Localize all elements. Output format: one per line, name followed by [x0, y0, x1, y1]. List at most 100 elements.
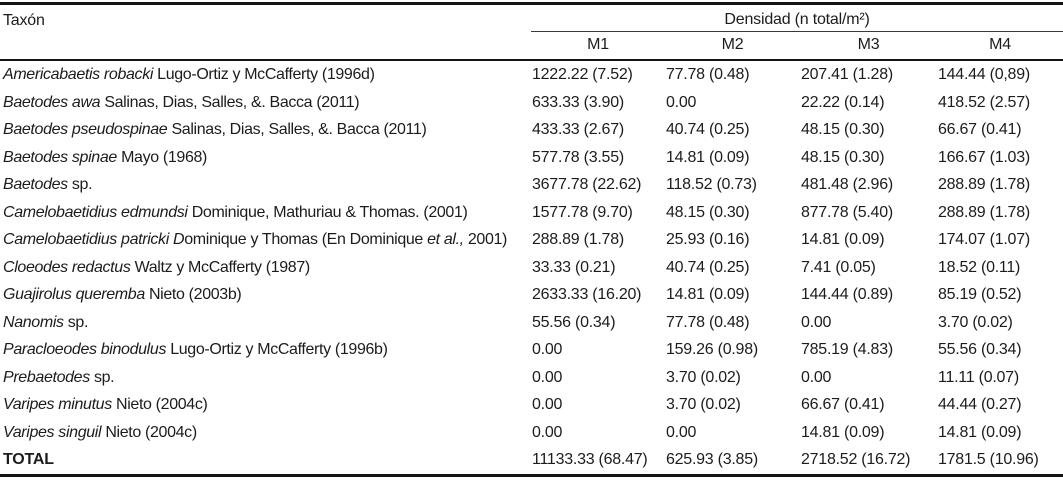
table-row: Camelobaetidius patricki Dominique y Tho… [0, 226, 1063, 254]
taxon-name-roman: sp. [89, 368, 115, 386]
taxon-name-roman: sp. [67, 176, 93, 193]
density-value: 288.89 (1.78) [938, 203, 1030, 221]
density-value: 174.07 (1.07) [938, 231, 1030, 248]
column-group-header-density: Densidad (n total/m²) [531, 3, 1063, 32]
density-value: 25.93 (0.16) [666, 231, 750, 248]
table-row: Varipes singuil Nieto (2004c) 0.00 0.00 14.… [0, 419, 1063, 447]
taxon-cell: Camelobaetidius edmundsi Dominique, Math… [0, 199, 531, 227]
taxon-name-italic: Camelobaetidius patricki D [3, 231, 185, 248]
density-value: 877.78 (5.40) [801, 203, 893, 221]
density-value: 166.67 (1.03) [938, 148, 1030, 166]
column-header-m1: M1 [531, 31, 665, 61]
table-row: Baetodes sp. 3677.78 (22.62) 118.52 (0.73)… [0, 171, 1063, 199]
total-row: TOTAL 11133.33 (68.47) 625.93 (3.85) 2718.5… [0, 446, 1063, 475]
taxon-cell: Paracloeodes binodulus Lugo-Ortiz y McCa… [0, 336, 531, 364]
taxon-cell: Baetodes awa Salinas, Dias, Salles, &. B… [0, 89, 531, 117]
taxon-name-roman: 2001) [463, 231, 508, 248]
taxon-name-roman: Nieto (2004c) [101, 423, 197, 441]
density-value: 66.67 (0.41) [938, 121, 1022, 138]
density-value: 3.70 (0.02) [666, 368, 741, 386]
density-value: 1577.78 (9.70) [532, 203, 633, 221]
density-value: 48.15 (0.30) [801, 121, 885, 138]
taxon-cell: Prebaetodes sp. [0, 364, 531, 392]
density-value: 144.44 (0,89) [938, 66, 1030, 83]
density-value: 159.26 (0.98) [666, 341, 758, 358]
taxon-name-roman: Salinas, Dias, Salles, &. Bacca (2011) [167, 121, 427, 138]
density-value: 577.78 (3.55) [532, 148, 624, 166]
density-value: 0.00 [801, 313, 832, 331]
taxon-name-italic: Prebaetodes [3, 368, 90, 386]
table-row: Cloeodes redactus Waltz y McCafferty (19… [0, 254, 1063, 282]
density-value: 2718.52 (16.72) [801, 451, 911, 468]
density-value: 33.33 (0.21) [532, 258, 616, 276]
density-value: 55.56 (0.34) [532, 313, 616, 331]
density-value: 7.41 (0.05) [801, 258, 876, 276]
taxon-name-roman: Lugo-Ortiz y McCafferty (1996b) [166, 341, 388, 358]
taxon-name-italic: Baetodes [3, 176, 68, 193]
density-value: 0.00 [666, 93, 697, 111]
taxon-name-italic: Nanomis [3, 313, 64, 331]
density-value: 18.52 (0.11) [938, 258, 1021, 276]
density-value: 14.81 (0.09) [666, 286, 750, 303]
taxon-cell: Baetodes spinae Mayo (1968) [0, 144, 531, 172]
density-value: 288.89 (1.78) [938, 176, 1030, 193]
taxon-name-roman: Mayo (1968) [116, 148, 208, 166]
density-value: 0.00 [532, 396, 563, 413]
density-value: 481.48 (2.96) [801, 176, 893, 193]
density-value: 0.00 [666, 423, 697, 441]
taxon-name-italic: Baetodes pseudospinae [3, 121, 168, 138]
density-value: 3.70 (0.02) [666, 396, 741, 413]
density-value: 40.74 (0.25) [666, 121, 750, 138]
density-value: 207.41 (1.28) [801, 66, 893, 83]
density-value: 48.15 (0.30) [666, 203, 750, 221]
density-value: 1781.5 (10.96) [938, 451, 1039, 468]
taxon-name-italic: Baetodes awa [3, 93, 101, 111]
taxon-cell: Guajirolus queremba Nieto (2003b) [0, 281, 531, 309]
density-value: 625.93 (3.85) [666, 451, 758, 468]
density-value: 3677.78 (22.62) [532, 176, 642, 193]
taxon-name-italic: Camelobaetidius edmundsi [3, 203, 188, 221]
density-value: 14.81 (0.09) [801, 231, 885, 248]
taxon-name-roman: Salinas, Dias, Salles, &. Bacca (2011) [100, 93, 360, 111]
density-value: 77.78 (0.48) [666, 313, 750, 331]
density-value: 40.74 (0.25) [666, 258, 750, 276]
density-value: 14.81 (0.09) [801, 423, 885, 441]
taxon-name-italic: et al., [427, 231, 464, 248]
density-value: 1222.22 (7.52) [532, 66, 633, 83]
density-value: 0.00 [532, 368, 563, 386]
taxon-cell: Varipes minutus Nieto (2004c) [0, 391, 531, 419]
taxon-cell: Nanomis sp. [0, 309, 531, 337]
taxon-name-roman: Waltz y McCafferty (1987) [130, 258, 311, 276]
taxon-name-italic: Varipes minutus [3, 396, 112, 413]
density-value: 2633.33 (16.20) [532, 286, 642, 303]
taxon-name-roman: Dominique, Mathuriau & Thomas. (2001) [187, 203, 468, 221]
table-row: Camelobaetidius edmundsi Dominique, Math… [0, 199, 1063, 227]
taxon-cell: Baetodes pseudospinae Salinas, Dias, Sal… [0, 116, 531, 144]
density-value: 0.00 [532, 341, 563, 358]
taxon-cell: Camelobaetidius patricki Dominique y Tho… [0, 226, 531, 254]
column-header-m4: M4 [937, 31, 1063, 61]
density-value: 55.56 (0.34) [938, 341, 1022, 358]
density-value: 118.52 (0.73) [666, 176, 757, 193]
table-row: Baetodes awa Salinas, Dias, Salles, &. B… [0, 89, 1063, 117]
taxon-name-italic: Americabaetis robacki [3, 66, 154, 83]
table-body: Americabaetis robacki Lugo-Ortiz y McCaf… [0, 60, 1063, 475]
taxon-name-roman: Nieto (2004c) [111, 396, 208, 413]
density-value: 44.44 (0.27) [938, 396, 1022, 413]
density-value: 14.81 (0.09) [938, 423, 1022, 441]
density-value: 633.33 (3.90) [532, 93, 624, 111]
taxon-cell: Americabaetis robacki Lugo-Ortiz y McCaf… [0, 60, 531, 89]
density-value: 433.33 (2.67) [532, 121, 624, 138]
density-value: 11.11 (0.07) [938, 368, 1019, 386]
density-value: 3.70 (0.02) [938, 313, 1013, 331]
taxon-cell: Cloeodes redactus Waltz y McCafferty (19… [0, 254, 531, 282]
column-header-taxon: Taxón [0, 3, 531, 61]
table-header: Taxón Densidad (n total/m²) M1 M2 M3 M4 [0, 3, 1063, 61]
density-value: 22.22 (0.14) [801, 93, 885, 111]
taxon-name-roman: Lugo-Ortiz y McCafferty (1996d) [153, 66, 375, 83]
density-value: 85.19 (0.52) [938, 286, 1022, 303]
density-value: 0.00 [801, 368, 832, 386]
density-value: 66.67 (0.41) [801, 396, 885, 413]
